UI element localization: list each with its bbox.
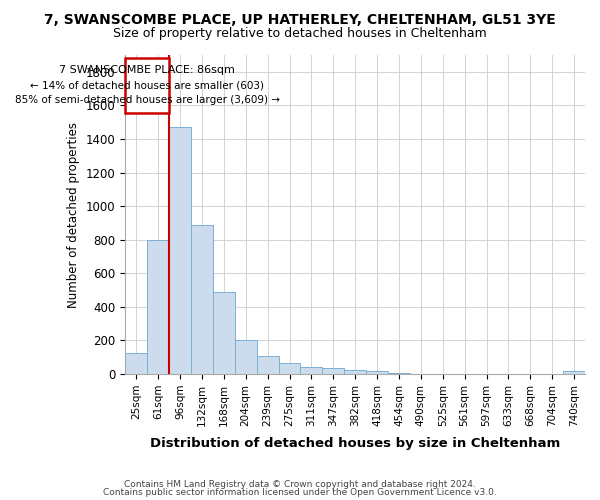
Text: Contains public sector information licensed under the Open Government Licence v3: Contains public sector information licen… — [103, 488, 497, 497]
Bar — [278, 363, 301, 374]
Text: Contains HM Land Registry data © Crown copyright and database right 2024.: Contains HM Land Registry data © Crown c… — [124, 480, 476, 489]
Bar — [366, 371, 388, 374]
Bar — [169, 127, 191, 374]
X-axis label: Distribution of detached houses by size in Cheltenham: Distribution of detached houses by size … — [150, 437, 560, 450]
Bar — [388, 373, 410, 374]
Bar — [563, 371, 585, 374]
Text: ← 14% of detached houses are smaller (603): ← 14% of detached houses are smaller (60… — [30, 80, 264, 90]
Bar — [235, 340, 257, 374]
FancyBboxPatch shape — [125, 58, 169, 113]
Bar — [344, 370, 366, 374]
Bar — [147, 240, 169, 374]
Bar — [301, 367, 322, 374]
Text: Size of property relative to detached houses in Cheltenham: Size of property relative to detached ho… — [113, 28, 487, 40]
Bar — [213, 292, 235, 374]
Bar — [322, 368, 344, 374]
Y-axis label: Number of detached properties: Number of detached properties — [67, 122, 80, 308]
Text: 85% of semi-detached houses are larger (3,609) →: 85% of semi-detached houses are larger (… — [15, 96, 280, 106]
Bar — [257, 356, 278, 374]
Bar — [191, 226, 213, 374]
Bar — [125, 353, 147, 374]
Text: 7 SWANSCOMBE PLACE: 86sqm: 7 SWANSCOMBE PLACE: 86sqm — [59, 65, 235, 75]
Text: 7, SWANSCOMBE PLACE, UP HATHERLEY, CHELTENHAM, GL51 3YE: 7, SWANSCOMBE PLACE, UP HATHERLEY, CHELT… — [44, 12, 556, 26]
